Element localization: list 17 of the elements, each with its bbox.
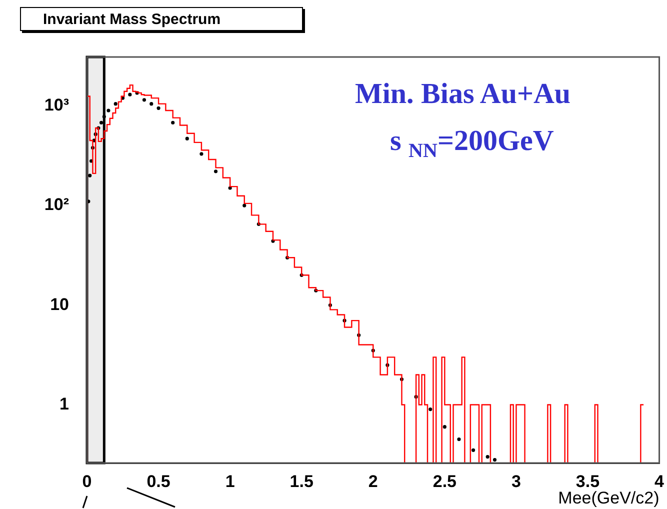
- x-tick-label: 0: [82, 472, 92, 491]
- y-tick-label: 10³: [44, 96, 70, 115]
- chart-title: Invariant Mass Spectrum: [20, 7, 303, 31]
- x-tick-label: 3.5: [576, 472, 600, 491]
- y-tick-label: 10: [50, 294, 69, 314]
- x-tick-label: 2: [368, 472, 378, 491]
- x-tick-label: 0.5: [146, 472, 170, 491]
- y-tick-label: 10²: [44, 195, 70, 214]
- annotation: Min. Bias Au+Au: [355, 78, 571, 111]
- x-tick-label: 2.5: [432, 472, 456, 491]
- x-axis-title: Mee(GeV/c2): [558, 488, 660, 508]
- x-tick-label: 3: [511, 472, 521, 491]
- annotation: s $_{NN}$=200GeV: [390, 125, 554, 163]
- x-tick-label: 1: [225, 472, 235, 491]
- y-tick-label: 1: [60, 394, 69, 414]
- x-tick-label: 4: [654, 472, 665, 491]
- x-tick-label: 1.5: [290, 472, 314, 491]
